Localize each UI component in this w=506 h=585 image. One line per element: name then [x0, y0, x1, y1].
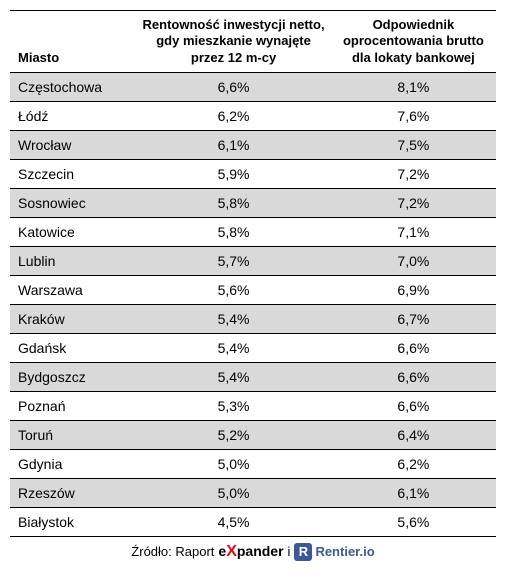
- city-cell: Toruń: [10, 420, 136, 449]
- rentier-text: Rentier.io: [315, 544, 374, 559]
- table-row: Lublin5,7%7,0%: [10, 246, 496, 275]
- table-row: Toruń5,2%6,4%: [10, 420, 496, 449]
- return-cell: 5,8%: [136, 217, 330, 246]
- city-cell: Rzeszów: [10, 478, 136, 507]
- table-row: Łódź6,2%7,6%: [10, 101, 496, 130]
- profitability-table: Miasto Rentowność inwestycji netto, gdy …: [10, 10, 496, 537]
- table-row: Bydgoszcz5,4%6,6%: [10, 362, 496, 391]
- expander-pander: pander: [237, 543, 284, 559]
- deposit-equiv-cell: 6,9%: [331, 275, 496, 304]
- deposit-equiv-cell: 7,2%: [331, 159, 496, 188]
- return-cell: 5,0%: [136, 449, 330, 478]
- return-cell: 5,4%: [136, 333, 330, 362]
- deposit-equiv-cell: 6,6%: [331, 362, 496, 391]
- deposit-equiv-cell: 6,4%: [331, 420, 496, 449]
- deposit-equiv-cell: 6,2%: [331, 449, 496, 478]
- deposit-equiv-cell: 5,6%: [331, 507, 496, 536]
- return-cell: 5,4%: [136, 304, 330, 333]
- city-cell: Częstochowa: [10, 72, 136, 101]
- expander-logo: eXpander: [218, 543, 283, 561]
- deposit-equiv-cell: 6,1%: [331, 478, 496, 507]
- city-cell: Gdańsk: [10, 333, 136, 362]
- deposit-equiv-cell: 6,7%: [331, 304, 496, 333]
- deposit-equiv-cell: 8,1%: [331, 72, 496, 101]
- table-row: Wrocław6,1%7,5%: [10, 130, 496, 159]
- source-line: Źródło: Raport eXpander i R Rentier.io: [10, 543, 496, 561]
- table-row: Sosnowiec5,8%7,2%: [10, 188, 496, 217]
- city-cell: Szczecin: [10, 159, 136, 188]
- rentier-logo: R Rentier.io: [294, 543, 374, 561]
- return-cell: 6,1%: [136, 130, 330, 159]
- table-row: Gdańsk5,4%6,6%: [10, 333, 496, 362]
- city-cell: Katowice: [10, 217, 136, 246]
- expander-e: e: [218, 543, 226, 559]
- header-deposit-equivalent: Odpowiednik oprocentowania brutto dla lo…: [331, 11, 496, 73]
- return-cell: 5,3%: [136, 391, 330, 420]
- header-return: Rentowność inwestycji netto, gdy mieszka…: [136, 11, 330, 73]
- source-and: i: [288, 544, 291, 559]
- return-cell: 5,4%: [136, 362, 330, 391]
- deposit-equiv-cell: 7,5%: [331, 130, 496, 159]
- deposit-equiv-cell: 7,2%: [331, 188, 496, 217]
- expander-x: X: [226, 543, 237, 561]
- city-cell: Warszawa: [10, 275, 136, 304]
- header-city: Miasto: [10, 11, 136, 73]
- return-cell: 5,8%: [136, 188, 330, 217]
- city-cell: Poznań: [10, 391, 136, 420]
- return-cell: 5,2%: [136, 420, 330, 449]
- table-row: Katowice5,8%7,1%: [10, 217, 496, 246]
- return-cell: 6,2%: [136, 101, 330, 130]
- return-cell: 6,6%: [136, 72, 330, 101]
- city-cell: Bydgoszcz: [10, 362, 136, 391]
- table-row: Kraków5,4%6,7%: [10, 304, 496, 333]
- city-cell: Lublin: [10, 246, 136, 275]
- return-cell: 5,7%: [136, 246, 330, 275]
- deposit-equiv-cell: 6,6%: [331, 333, 496, 362]
- table-row: Poznań5,3%6,6%: [10, 391, 496, 420]
- city-cell: Wrocław: [10, 130, 136, 159]
- table-row: Częstochowa6,6%8,1%: [10, 72, 496, 101]
- table-row: Warszawa5,6%6,9%: [10, 275, 496, 304]
- city-cell: Sosnowiec: [10, 188, 136, 217]
- deposit-equiv-cell: 7,6%: [331, 101, 496, 130]
- rentier-r-icon: R: [294, 543, 312, 561]
- return-cell: 5,6%: [136, 275, 330, 304]
- city-cell: Białystok: [10, 507, 136, 536]
- table-row: Szczecin5,9%7,2%: [10, 159, 496, 188]
- city-cell: Łódź: [10, 101, 136, 130]
- source-prefix: Źródło: Raport: [131, 544, 214, 559]
- deposit-equiv-cell: 7,0%: [331, 246, 496, 275]
- city-cell: Kraków: [10, 304, 136, 333]
- table-row: Rzeszów5,0%6,1%: [10, 478, 496, 507]
- return-cell: 5,9%: [136, 159, 330, 188]
- table-row: Gdynia5,0%6,2%: [10, 449, 496, 478]
- table-body: Częstochowa6,6%8,1%Łódź6,2%7,6%Wrocław6,…: [10, 72, 496, 536]
- city-cell: Gdynia: [10, 449, 136, 478]
- table-row: Białystok4,5%5,6%: [10, 507, 496, 536]
- deposit-equiv-cell: 7,1%: [331, 217, 496, 246]
- return-cell: 5,0%: [136, 478, 330, 507]
- header-row: Miasto Rentowność inwestycji netto, gdy …: [10, 11, 496, 73]
- return-cell: 4,5%: [136, 507, 330, 536]
- deposit-equiv-cell: 6,6%: [331, 391, 496, 420]
